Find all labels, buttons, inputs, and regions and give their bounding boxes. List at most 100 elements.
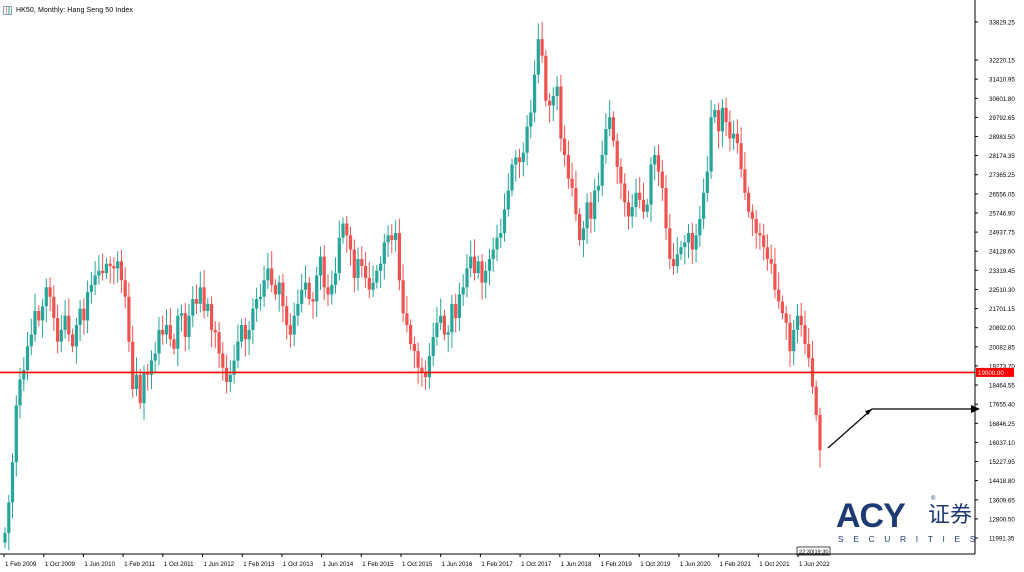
candle-body (217, 332, 221, 354)
candle-body (7, 502, 11, 534)
candle-body (67, 315, 71, 335)
candle-body (296, 303, 300, 316)
y-tick-label: 29792.65 (989, 115, 1015, 122)
candle-body (394, 233, 398, 241)
candle-body (656, 155, 661, 172)
candle-body (533, 74, 537, 113)
x-tick-label: 1 Jun 2012 (204, 561, 235, 568)
crosshair-time-box (796, 546, 831, 556)
candle-body (386, 235, 390, 243)
candle-body (792, 329, 796, 352)
y-tick-label: 24937.75 (989, 230, 1015, 237)
candle-body (82, 308, 86, 321)
candle-body (10, 462, 15, 503)
candle-body (431, 337, 435, 356)
candle-body (803, 325, 807, 344)
chart-window-icon[interactable] (3, 5, 12, 15)
candle-body (367, 277, 371, 290)
candle-body (153, 353, 157, 361)
candle-body (645, 204, 649, 212)
candle-body (194, 299, 199, 304)
candle-body (138, 374, 142, 404)
x-tick-label: 1 Jun 2022 (799, 561, 830, 568)
candle-body (157, 329, 161, 354)
candle-body (397, 233, 401, 281)
candle-body (671, 259, 676, 267)
candle-body (480, 261, 484, 283)
candle-body (311, 299, 315, 302)
candle-body (409, 325, 413, 344)
candle-body (724, 107, 728, 122)
candle-body (375, 270, 379, 283)
candle-body (191, 299, 195, 316)
candle-body (14, 405, 18, 463)
candle-body (596, 185, 600, 191)
x-tick-label: 1 Jun 2014 (323, 561, 354, 568)
y-tick-label: 33829.25 (989, 20, 1015, 27)
candle-body (405, 313, 409, 326)
candle-body (44, 287, 48, 307)
y-tick-label: 27365.25 (989, 172, 1015, 179)
y-tick-label: 25746.90 (989, 211, 1015, 218)
candle-body (679, 247, 683, 255)
candle-body (104, 263, 108, 274)
candle-body (97, 270, 101, 276)
y-tick-label: 23319.45 (989, 268, 1015, 275)
candle-body (705, 171, 709, 193)
candle-body (164, 325, 169, 335)
candle-body (529, 112, 533, 127)
candle-body (89, 285, 93, 293)
y-tick-label: 31410.95 (989, 77, 1015, 84)
candle-body (739, 143, 743, 170)
candle-body (593, 190, 597, 219)
candle-body (777, 289, 781, 302)
logo-securities-text: SECURITIES (838, 534, 986, 544)
candle-body (713, 110, 717, 118)
candle-body (123, 280, 127, 297)
candle-body (93, 275, 97, 285)
candle-body (608, 117, 612, 129)
candle-body (116, 261, 120, 269)
x-tick-label: 1 Oct 2015 (402, 561, 433, 568)
y-tick-label: 14418.80 (989, 478, 1015, 485)
candle-body (551, 95, 555, 106)
candle-body (142, 372, 146, 404)
y-tick-label: 28174.35 (989, 153, 1015, 160)
candle-body (108, 263, 112, 267)
candle-body (326, 287, 330, 295)
candle-body (427, 355, 431, 378)
candle-body (780, 301, 784, 314)
candle-body (495, 237, 499, 250)
candle-body (563, 138, 567, 155)
projection-arrow-line (827, 408, 972, 449)
acy-securities-logo: ACY ® 证券 SECURITIES (836, 496, 986, 548)
candle-body (285, 306, 289, 326)
candle-body (668, 228, 672, 259)
candle-body (161, 329, 165, 335)
candle-body (540, 39, 544, 56)
candle-body (401, 280, 405, 314)
candle-body (694, 235, 698, 250)
candle-body (698, 218, 702, 236)
candle-body (630, 207, 634, 217)
candle-body (536, 39, 540, 75)
candle-body (288, 325, 292, 335)
candle-body (258, 296, 262, 300)
candle-body (179, 313, 184, 316)
annotations-layer: 19000.00 22:30|19:30 (0, 367, 1014, 556)
candle-body (442, 315, 446, 335)
candle-body (773, 263, 777, 290)
candle-body (146, 372, 150, 375)
candle-body (131, 341, 135, 389)
level-price-label: 19000.00 (978, 370, 1004, 377)
candle-body (784, 313, 788, 323)
candle-body (371, 282, 375, 290)
candle-body (307, 282, 311, 300)
candle-body (183, 313, 187, 337)
candle-body (48, 287, 52, 297)
candle-body (604, 129, 608, 155)
candle-body (555, 86, 559, 96)
candle-body (506, 190, 510, 210)
candle-body (788, 322, 792, 352)
candle-body (63, 315, 67, 330)
